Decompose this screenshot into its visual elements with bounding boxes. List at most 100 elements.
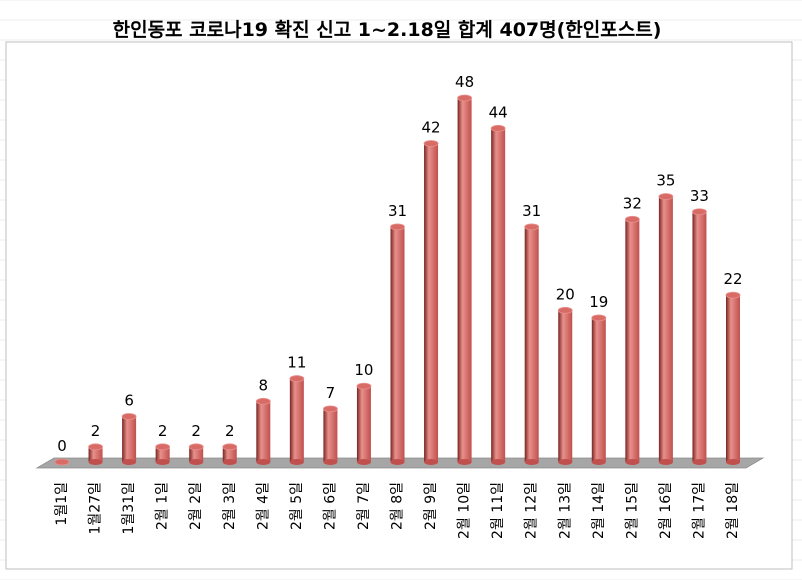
data-label: 8: [259, 376, 269, 394]
bar-base: [726, 459, 740, 465]
bar-base: [591, 459, 606, 465]
data-label: 31: [522, 202, 541, 220]
data-label: 33: [690, 187, 709, 205]
tick-label: 2월 10일: [457, 482, 473, 539]
bar-top: [490, 124, 506, 132]
bar-body: [155, 446, 170, 462]
bar-body: [625, 219, 640, 462]
data-label: 32: [623, 194, 642, 212]
bar: [255, 397, 271, 465]
tick-label: 2월 16일: [658, 482, 674, 539]
data-label: 48: [455, 73, 474, 91]
bar: [591, 314, 607, 465]
bar-top: [591, 314, 607, 322]
bar-top: [88, 443, 103, 451]
bar-top: [356, 382, 372, 390]
tick-label: 2월 9일: [423, 482, 439, 530]
bar: [322, 405, 338, 465]
bar-body: [189, 446, 204, 462]
bar-top: [624, 215, 640, 223]
bar-base: [390, 459, 405, 465]
bar-body: [524, 226, 539, 462]
bar: [557, 306, 573, 465]
bar: [457, 94, 473, 465]
data-label: 7: [326, 384, 336, 402]
tick-label: 2월 14일: [591, 482, 607, 539]
bar-body: [424, 143, 439, 462]
bar: [188, 443, 204, 465]
bar-base: [189, 459, 204, 465]
data-label: 2: [91, 422, 101, 440]
bar-base: [457, 459, 472, 465]
data-label: 19: [589, 293, 608, 311]
bar-body: [457, 98, 472, 462]
bar-top: [121, 413, 137, 420]
tick-label: 2월 4일: [255, 482, 271, 530]
bar: [658, 193, 674, 465]
bar-base: [356, 459, 371, 465]
bar-base: [524, 459, 539, 465]
tick-label: 1월1일: [54, 482, 70, 526]
tick-label: 2월 6일: [322, 482, 338, 530]
bar-top: [457, 94, 473, 102]
bar: [155, 443, 171, 465]
data-label: 2: [158, 422, 168, 440]
bar-body: [222, 446, 237, 462]
tick-label: 2월 11일: [490, 482, 506, 539]
bar-body: [390, 226, 405, 462]
bar-base: [222, 459, 237, 465]
bar-base: [155, 459, 170, 465]
bar-top: [289, 375, 305, 382]
bar-top: [390, 223, 405, 231]
bar-base: [692, 459, 707, 465]
tick-label: 1월31일: [121, 482, 137, 534]
bar-body: [323, 408, 338, 462]
chart-title: 한인동포 코로나19 확진 신고 1~2.18일 합계 407명(한인포스트): [113, 18, 662, 41]
data-label: 10: [354, 361, 373, 379]
bar-top: [222, 443, 238, 451]
data-label: 44: [489, 103, 508, 121]
bar-top: [155, 443, 171, 451]
bar-body: [289, 378, 304, 462]
data-label: 22: [723, 270, 742, 288]
bar-base: [558, 459, 573, 465]
tick-label: 2월 13일: [557, 482, 573, 539]
tick-labels-group: 1월1일 1월27일 1월31일 2월 1일 2월 2일 2월 3일 2월 4일 2월 5일 2…: [54, 482, 741, 539]
bar-top: [255, 397, 271, 405]
bar-top: [725, 291, 741, 299]
bar-top: [658, 193, 674, 200]
bar: [524, 223, 540, 465]
bar-body: [491, 128, 506, 463]
bar-top: [322, 405, 338, 413]
tick-label: 1월27일: [88, 482, 104, 534]
bar-top: [54, 458, 70, 466]
data-label: 11: [287, 354, 306, 372]
bar-top: [557, 306, 573, 314]
bar: [222, 443, 238, 465]
bar: [423, 140, 439, 465]
data-label: 31: [388, 202, 407, 220]
bar: [692, 208, 707, 465]
tick-label: 2월 12일: [524, 482, 540, 539]
bar-base: [256, 459, 271, 465]
bar-base: [122, 459, 137, 465]
bar: [54, 458, 70, 466]
data-label: 2: [225, 422, 235, 440]
bar: [88, 443, 103, 465]
tick-label: 2월 17일: [691, 482, 707, 539]
bar-base: [289, 459, 304, 465]
tick-label: 2월 8일: [390, 482, 406, 530]
data-label: 2: [191, 422, 201, 440]
data-label: 42: [422, 119, 441, 137]
bar-top: [188, 443, 204, 451]
bar: [624, 215, 640, 465]
bar-base: [491, 459, 506, 465]
tick-label: 2월 2일: [188, 482, 204, 530]
bar-body: [256, 401, 271, 462]
data-label: 0: [57, 437, 67, 455]
bar-body: [88, 446, 103, 462]
bar-base: [658, 459, 673, 465]
